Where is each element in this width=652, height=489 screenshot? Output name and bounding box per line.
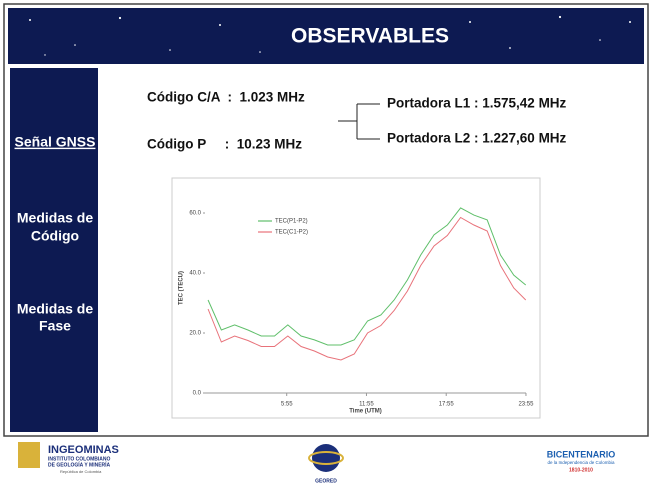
logo-globe <box>312 444 340 472</box>
sidebar-item: Señal GNSS <box>15 134 96 150</box>
chart-frame <box>171 177 541 419</box>
sidebar <box>10 68 98 432</box>
code-signal: Código P : 10.23 MHz <box>147 137 302 152</box>
logo-emblem <box>18 442 40 468</box>
y-tick-label: 40.0 <box>189 271 201 277</box>
y-axis-label: TEC (TECU) <box>179 271 185 305</box>
y-tick-label: 20.0 <box>189 331 201 337</box>
title: OBSERVABLES <box>291 25 449 48</box>
series-line <box>207 207 527 346</box>
x-tick-label: 11:55 <box>359 402 374 408</box>
sidebar-item: Código <box>31 228 79 244</box>
sidebar-item: Fase <box>39 318 71 334</box>
x-tick-label: 23:55 <box>518 402 534 408</box>
sidebar-item: Medidas de <box>17 210 93 226</box>
footer-logo-text: 1810-2010 <box>569 467 593 473</box>
code-signal: Código C/A : 1.023 MHz <box>147 90 305 105</box>
y-tick-label: 60.0 <box>189 211 201 217</box>
footer-logo-text: INSTITUTO COLOMBIANO <box>48 456 111 462</box>
footer-logo-text: BICENTENARIO <box>547 449 616 459</box>
series-line <box>207 216 527 361</box>
y-tick-label: 0.0 <box>193 391 202 397</box>
sidebar-item: Medidas de <box>17 301 93 317</box>
x-axis-label: Time (UTM) <box>349 409 382 415</box>
legend-label: TEC(C1-P2) <box>275 230 308 236</box>
footer-logo-text: GEORED <box>315 478 337 484</box>
stars <box>29 15 631 56</box>
logo-orbit <box>308 451 344 465</box>
chart: 0.0 20.0 40.0 60.0 5:55 11:55 17:55 23:55 Time (… <box>179 207 534 415</box>
x-tick-label: 5:55 <box>281 402 293 408</box>
footer-logo-text: DE GEOLOGÍA Y MINERÍA <box>48 460 111 468</box>
bracket <box>338 103 380 140</box>
footer-logo-text: INGEOMINAS <box>48 444 119 456</box>
x-tick-label: 17:55 <box>439 402 455 408</box>
header-band <box>8 8 644 64</box>
legend-label: TEC(P1-P2) <box>275 219 308 225</box>
carrier-signal: Portadora L1 : 1.575,42 MHz <box>387 96 567 111</box>
carrier-signal: Portadora L2 : 1.227,60 MHz <box>387 131 567 146</box>
footer-logo-text: República de Colombia <box>60 469 102 474</box>
footer-logo-text: de la Independencia de Colombia <box>547 460 615 465</box>
